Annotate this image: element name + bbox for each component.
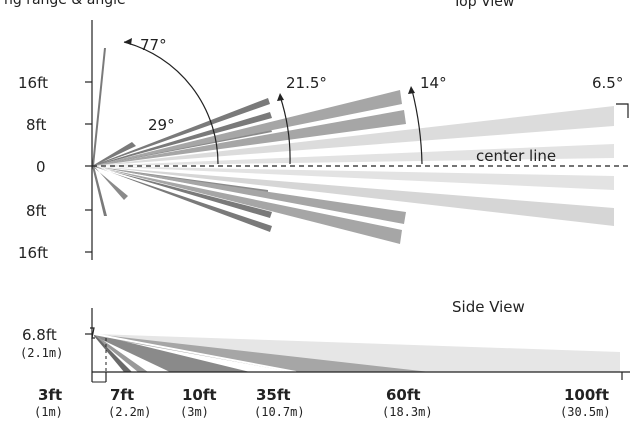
beam-35ft-1	[92, 98, 270, 166]
y-label-8ft-lower: 8ft	[26, 202, 47, 220]
arrowhead-21-5	[277, 93, 284, 101]
side-beam-10ft	[94, 334, 148, 372]
x-label-60ft: 60ft	[386, 386, 421, 404]
beam-100ft-2	[92, 144, 614, 166]
x-label-7ft: 7ft	[110, 386, 134, 404]
x-label-100ft: 100ft	[564, 386, 609, 404]
angle-label-21-5: 21.5°	[286, 74, 327, 92]
side-beam-35ft	[94, 334, 250, 372]
top-view-label: Top View	[452, 0, 514, 10]
beam-60ft-1	[92, 90, 402, 166]
x-metric-7ft: (2.2m)	[108, 405, 151, 419]
y-label-8ft-upper: 8ft	[26, 116, 47, 134]
arrowhead-14	[408, 86, 415, 94]
angle-label-29: 29°	[148, 116, 175, 134]
y-label-16ft-upper: 16ft	[18, 74, 48, 92]
side-height-metric: (2.1m)	[20, 346, 63, 360]
side-height-label: 6.8ft	[22, 326, 57, 344]
beam-60ft-4	[92, 166, 402, 244]
angle-label-77: 77°	[140, 36, 167, 54]
beam-short-lower-2	[92, 166, 128, 200]
arc-21-5	[279, 95, 291, 165]
beam-short-lower	[92, 166, 107, 216]
x-label-3ft: 3ft	[38, 386, 62, 404]
center-line-label: center line	[476, 147, 556, 165]
side-beam-7ft	[94, 334, 132, 372]
beam-short-upper-2	[92, 142, 136, 166]
y-label-zero: 0	[36, 158, 46, 176]
arc-arrowheads	[124, 38, 415, 101]
x-metric-100ft: (30.5m)	[560, 405, 611, 419]
top-view-y-axis	[85, 20, 93, 260]
diagram-title-fragment: ng range & angle	[4, 0, 126, 8]
beam-60ft-3	[92, 166, 406, 224]
beam-35ft-2	[92, 112, 272, 166]
arc-77	[123, 41, 219, 165]
beam-60ft-2	[92, 110, 406, 166]
angle-label-14: 14°	[420, 74, 447, 92]
x-metric-35ft: (10.7m)	[254, 405, 305, 419]
side-beam-100ft	[94, 334, 620, 372]
x-label-35ft: 35ft	[256, 386, 291, 404]
beam-35ft-4	[92, 166, 272, 218]
side-view-label: Side View	[452, 298, 525, 316]
x-metric-3ft: (1m)	[34, 405, 63, 419]
x-metric-10ft: (3m)	[180, 405, 209, 419]
angle-label-6-5: 6.5°	[592, 74, 623, 92]
y-label-16ft-lower: 16ft	[18, 244, 48, 262]
side-view-axes	[85, 308, 630, 382]
arc-6-5	[616, 103, 629, 118]
x-label-10ft: 10ft	[182, 386, 217, 404]
beam-short-upper	[92, 48, 106, 166]
beam-100ft-1	[92, 106, 614, 166]
beam-35ft-5	[92, 166, 272, 232]
x-metric-60ft: (18.3m)	[382, 405, 433, 419]
top-view-beams	[92, 48, 614, 244]
arrowhead-77	[124, 38, 132, 45]
beam-100ft-3	[92, 166, 614, 190]
side-beam-separator	[93, 333, 297, 373]
side-beam-60ft	[94, 334, 430, 372]
side-view-beams	[93, 333, 620, 373]
